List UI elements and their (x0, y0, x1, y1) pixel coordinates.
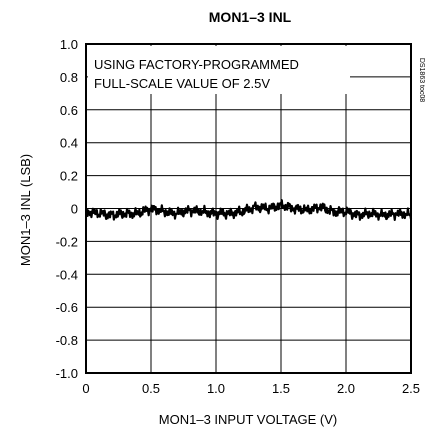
chart-title: MON1–3 INL (209, 9, 292, 25)
y-axis-label: MON1–3 INL (LSB) (18, 154, 33, 266)
x-tick-label: 0 (82, 381, 89, 396)
y-tick-label: 1.0 (60, 37, 78, 52)
x-tick-label: 1.5 (272, 381, 290, 396)
annotation-line-1: USING FACTORY-PROGRAMMED (94, 57, 299, 72)
y-tick-label: -1.0 (56, 366, 78, 381)
annotation-box: USING FACTORY-PROGRAMMED FULL-SCALE VALU… (88, 46, 350, 94)
x-tick-label: 2.5 (402, 381, 420, 396)
plot-frame (85, 43, 412, 374)
series-line-group (85, 199, 413, 221)
x-tick-label: 2.0 (337, 381, 355, 396)
y-tick-label: -0.4 (56, 267, 78, 282)
watermark: DS1863 toc08 (418, 58, 425, 102)
x-tick-label: 0.5 (142, 381, 160, 396)
y-tick-label: 0 (71, 202, 78, 217)
y-tick-label: 0.8 (60, 70, 78, 85)
x-axis-label: MON1–3 INPUT VOLTAGE (V) (159, 412, 337, 427)
annotation-mask (88, 46, 350, 94)
x-tick-label: 1.0 (207, 381, 225, 396)
annotation-line-2: FULL-SCALE VALUE OF 2.5V (94, 76, 270, 91)
y-tick-label: -0.2 (56, 234, 78, 249)
x-axis-tick-labels: 0 0.5 1.0 1.5 2.0 2.5 (82, 381, 420, 396)
y-tick-label: -0.8 (56, 333, 78, 348)
y-tick-label: 0.4 (60, 136, 78, 151)
y-tick-label: 0.2 (60, 169, 78, 184)
y-tick-label: 0.6 (60, 103, 78, 118)
y-axis-tick-labels: 1.0 0.8 0.6 0.4 0.2 0 -0.2 -0.4 -0.6 -0.8 -1.0 (56, 37, 78, 381)
series-line (85, 199, 413, 221)
y-tick-label: -0.6 (56, 300, 78, 315)
